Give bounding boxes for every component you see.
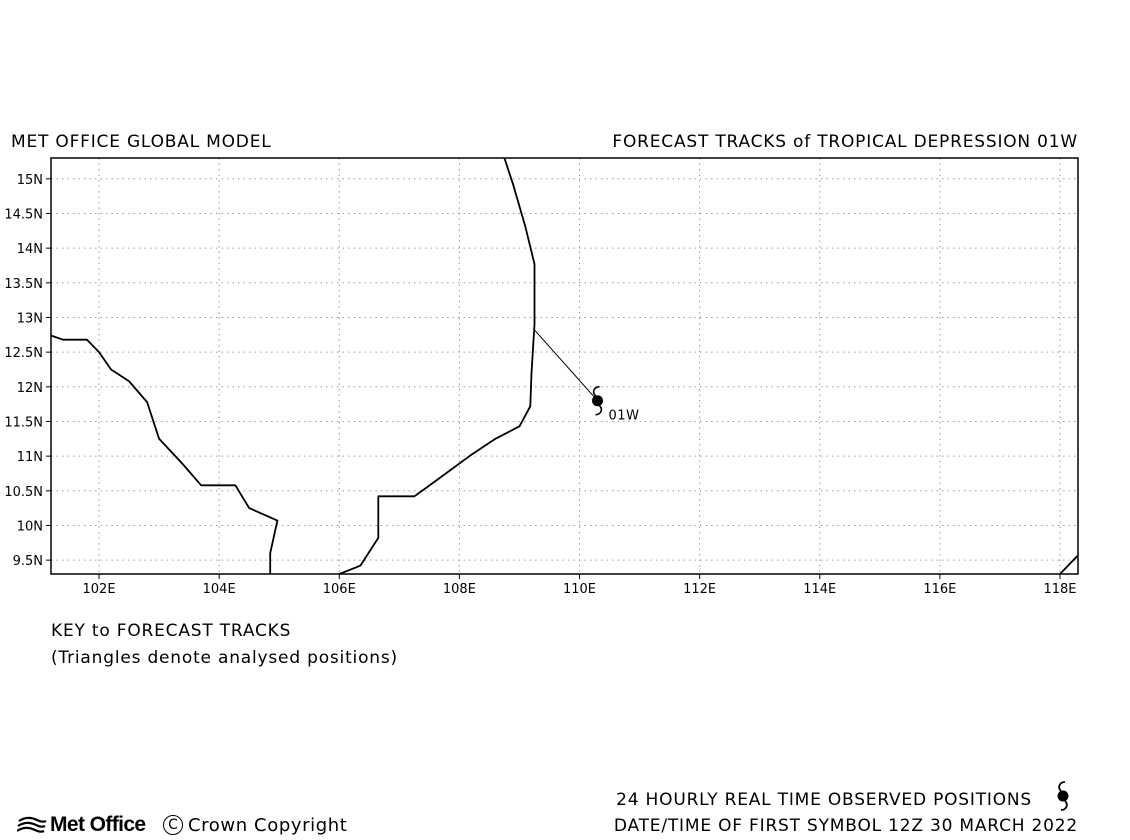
x-tick-label: 110E	[563, 582, 596, 597]
y-tick-label: 15N	[17, 173, 43, 188]
met-office-logo: Met Office	[17, 812, 146, 838]
y-tick-label: 12.5N	[4, 346, 43, 361]
key-subtitle: (Triangles denote analysed positions)	[51, 648, 398, 668]
y-tick-label: 14N	[17, 242, 43, 257]
model-title: MET OFFICE GLOBAL MODEL	[11, 132, 272, 152]
storm-symbol-arm	[592, 385, 600, 397]
x-tick-label: 118E	[1043, 582, 1076, 597]
y-tick-label: 13N	[17, 311, 43, 326]
y-tick-label: 9.5N	[13, 554, 43, 569]
axis-ticks: 102E 104E 106E 108E 110E 112E 114E 116E 118E 9.5N…	[4, 173, 1076, 597]
chart-title: FORECAST TRACKS of TROPICAL DEPRESSION 0…	[612, 132, 1078, 152]
y-tick-label: 13.5N	[4, 277, 43, 292]
analysis-track-line	[534, 329, 598, 401]
key-title: KEY to FORECAST TRACKS	[51, 621, 292, 641]
first-symbol-datetime: DATE/TIME OF FIRST SYMBOL 12Z 30 MARCH 2…	[613, 816, 1078, 836]
coastlines	[51, 158, 1078, 574]
map-gridlines	[51, 158, 1078, 574]
y-tick-label: 10N	[17, 519, 43, 534]
x-tick-label: 104E	[203, 582, 236, 597]
storm-track: 01W	[534, 329, 640, 424]
x-tick-label: 112E	[683, 582, 716, 597]
x-tick-label: 116E	[923, 582, 956, 597]
coastline	[1059, 554, 1078, 574]
coastline	[338, 158, 536, 574]
observed-positions-label: 24 HOURLY REAL TIME OBSERVED POSITIONS	[616, 790, 1032, 810]
y-tick-label: 12N	[17, 381, 43, 396]
met-office-logo-text: Met Office	[50, 813, 146, 836]
x-tick-label: 114E	[803, 582, 836, 597]
y-tick-label: 11.5N	[4, 415, 43, 430]
map-frame	[50, 157, 1079, 575]
copyright-symbol-letter: C	[168, 817, 178, 833]
storm-symbol-icon	[592, 385, 603, 416]
copyright-icon: C	[163, 815, 183, 835]
storm-symbol-core	[592, 395, 603, 407]
y-tick-label: 14.5N	[4, 207, 43, 222]
x-tick-label: 108E	[443, 582, 476, 597]
storm-name-label: 01W	[609, 409, 640, 424]
y-tick-label: 11N	[17, 450, 43, 465]
observed-positions-legend-icon	[1057, 781, 1069, 811]
storm-symbol-arm	[595, 405, 603, 416]
x-tick-label: 102E	[83, 582, 116, 597]
coastline	[51, 334, 279, 574]
x-tick-label: 106E	[323, 582, 356, 597]
copyright-text: Crown Copyright	[188, 815, 348, 836]
y-tick-label: 10.5N	[4, 485, 43, 500]
met-office-logo-icon	[17, 816, 47, 833]
